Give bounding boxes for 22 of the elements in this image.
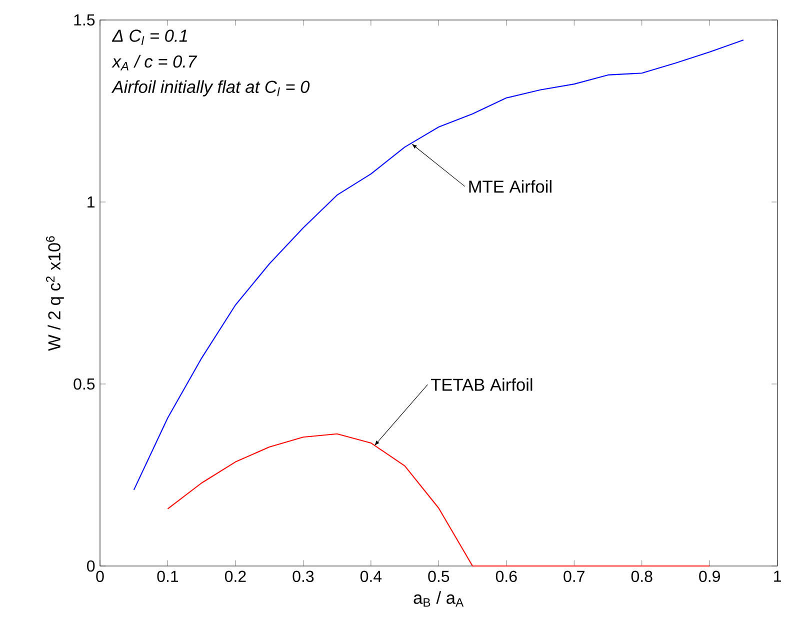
- x-tick-label: 0.6: [496, 570, 517, 582]
- y-axis-title: W / 2 q c$^{2}$ x10$^{6}$: [46, 236, 64, 351]
- y-tick-label: 1: [88, 196, 95, 208]
- y-tick-label: 0: [87, 560, 95, 572]
- annotation: Airfoil initially flat at C$_{l}$ = 0: [111, 80, 310, 96]
- x-tick-label: 0.8: [631, 570, 652, 582]
- y-tick-label: 0.5: [74, 378, 95, 390]
- x-tick-label: 0.3: [292, 570, 314, 582]
- x-tick-label: 0: [96, 570, 104, 582]
- x-axis-title: a$_{B}$ / a$_{A}$: [414, 591, 464, 607]
- x-tick-label: 0.4: [360, 570, 382, 582]
- y-tick-label: 1.5: [74, 14, 95, 26]
- x-tick-label: 0.2: [224, 570, 246, 582]
- annotation: MTE Airfoil: [469, 180, 552, 193]
- x-tick-label: 0.7: [564, 570, 584, 582]
- annotation: Δ C$_{l}$ = 0.1: [112, 30, 187, 45]
- x-tick-label: 0.9: [699, 570, 720, 582]
- x-tick-label: 1: [774, 570, 782, 582]
- annotation: TETAB Airfoil: [430, 378, 532, 391]
- x-tick-label: 0.1: [157, 570, 178, 582]
- x-tick-label: 0.5: [428, 570, 450, 582]
- annotation: x$_{A}$ / c = 0.7: [112, 54, 198, 70]
